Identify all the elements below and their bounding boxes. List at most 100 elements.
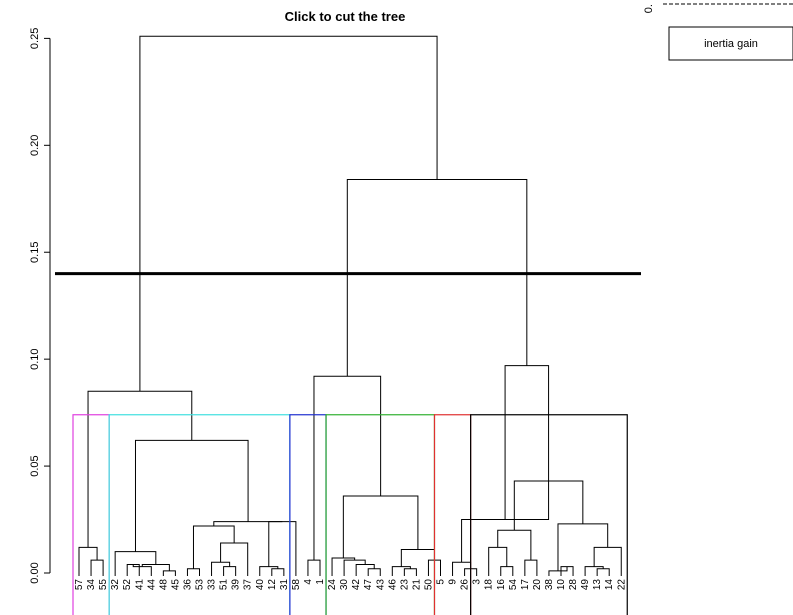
leaf-label: 13	[592, 579, 603, 591]
y-tick-label: 0.15	[29, 242, 41, 263]
leaf-label: 41	[134, 579, 145, 591]
y-axis: 0.00 0.05 0.10 0.15 0.20 0.25	[29, 28, 51, 584]
leaf-label: 28	[568, 579, 579, 591]
leaf-label: 42	[351, 579, 362, 591]
merge-m9	[223, 566, 237, 576]
leaf-label: 4	[303, 579, 314, 585]
leaf-label: 5	[436, 579, 447, 585]
merge-m12	[192, 525, 235, 569]
merge-m34	[524, 559, 538, 576]
merge-m15	[268, 521, 297, 576]
leaf-label: 12	[267, 579, 278, 591]
merge-m22	[343, 559, 366, 576]
merge-m4	[132, 564, 152, 576]
dendrogram-tree	[78, 35, 622, 576]
merge-m10	[211, 561, 231, 576]
leaf-label: 43	[375, 579, 386, 591]
merge-m1	[90, 559, 104, 576]
leaf-label: 57	[74, 579, 85, 591]
merge-m28	[342, 495, 419, 559]
leaf-label: 51	[219, 579, 230, 591]
merge-m33	[488, 546, 508, 576]
merge-m14	[259, 566, 279, 576]
leaf-label: 45	[170, 579, 181, 591]
leaf-label: 18	[484, 579, 495, 591]
leaf-label: 32	[110, 579, 121, 591]
merge-m20	[367, 568, 381, 576]
leaf-label: 50	[423, 579, 434, 591]
leaf-label: 34	[86, 579, 97, 591]
merge-m19	[307, 559, 321, 576]
merge-m2	[78, 546, 98, 576]
legend-label: inertia gain	[704, 38, 758, 50]
leaf-label: 1	[315, 579, 326, 585]
merge-m39	[584, 566, 604, 576]
leaf-label: 46	[387, 579, 398, 591]
merge-m23	[331, 557, 356, 576]
leaf-label: 44	[146, 579, 157, 591]
inset-axis-label: 0.	[643, 4, 655, 13]
merge-m17	[134, 439, 249, 552]
merge-m38	[596, 568, 610, 576]
leaf-label: 40	[255, 579, 266, 591]
merge-m3	[126, 563, 140, 576]
y-tick-label: 0.25	[29, 28, 41, 49]
leaf-label: 9	[448, 579, 459, 585]
merge-m18	[87, 390, 193, 548]
merge-m27	[400, 548, 435, 567]
y-tick-label: 0.05	[29, 455, 41, 476]
leaf-label: 10	[556, 579, 567, 591]
merge-m5	[162, 570, 176, 576]
y-tick-label: 0.20	[29, 135, 41, 156]
leaf-label: 26	[460, 579, 471, 591]
leaf-label: 49	[580, 579, 591, 591]
leaf-label: 52	[122, 579, 133, 591]
leaf-label: 36	[182, 579, 193, 591]
leaf-label: 37	[243, 579, 254, 591]
legend-box	[668, 26, 793, 61]
leaf-label: 23	[399, 579, 410, 591]
leaf-label: 55	[98, 579, 109, 591]
leaf-label: 53	[195, 579, 206, 591]
leaf-label: 38	[544, 579, 555, 591]
merge-m11	[220, 542, 249, 576]
merge-m32	[500, 566, 514, 576]
merge-m37	[548, 566, 568, 576]
merge-m16	[213, 521, 283, 526]
leaf-labels: 57 34 55 32 52 41 44 48 45 36 53 33 51 39 37 40 12 31 58 4 1…	[74, 579, 627, 591]
cluster-box-6	[470, 414, 628, 615]
leaf-label: 16	[496, 579, 507, 591]
merge-m29	[313, 375, 382, 561]
merge-m24	[403, 568, 417, 576]
merge-m25	[391, 566, 411, 576]
merge-m46	[139, 35, 438, 392]
chart-title: Click to cut the tree	[285, 9, 406, 24]
inset-panel: 0. inertia gain	[643, 3, 793, 61]
leaf-label: 47	[363, 579, 374, 591]
leaf-label: 30	[339, 579, 350, 591]
leaf-label: 3	[472, 579, 483, 585]
leaf-label: 17	[520, 579, 531, 591]
merge-m13	[271, 568, 285, 576]
y-tick-label: 0.00	[29, 562, 41, 583]
leaf-label: 54	[508, 579, 519, 591]
merge-m21	[355, 563, 375, 576]
leaf-label: 21	[411, 579, 422, 591]
merge-m8	[186, 568, 200, 576]
leaf-label: 14	[604, 579, 615, 591]
leaf-label: 22	[616, 579, 627, 591]
merge-m7	[114, 551, 157, 576]
leaf-label: 33	[207, 579, 218, 591]
merge-m44	[504, 365, 550, 520]
merge-m45	[346, 179, 528, 377]
cluster-boxes	[72, 414, 628, 615]
leaf-label: 58	[291, 579, 302, 591]
merge-m40	[593, 546, 622, 576]
leaf-label: 20	[532, 579, 543, 591]
leaf-label: 31	[279, 579, 290, 591]
leaf-label: 39	[231, 579, 242, 591]
leaf-label: 24	[327, 579, 338, 591]
y-tick-label: 0.10	[29, 348, 41, 369]
merge-m6	[141, 563, 170, 571]
